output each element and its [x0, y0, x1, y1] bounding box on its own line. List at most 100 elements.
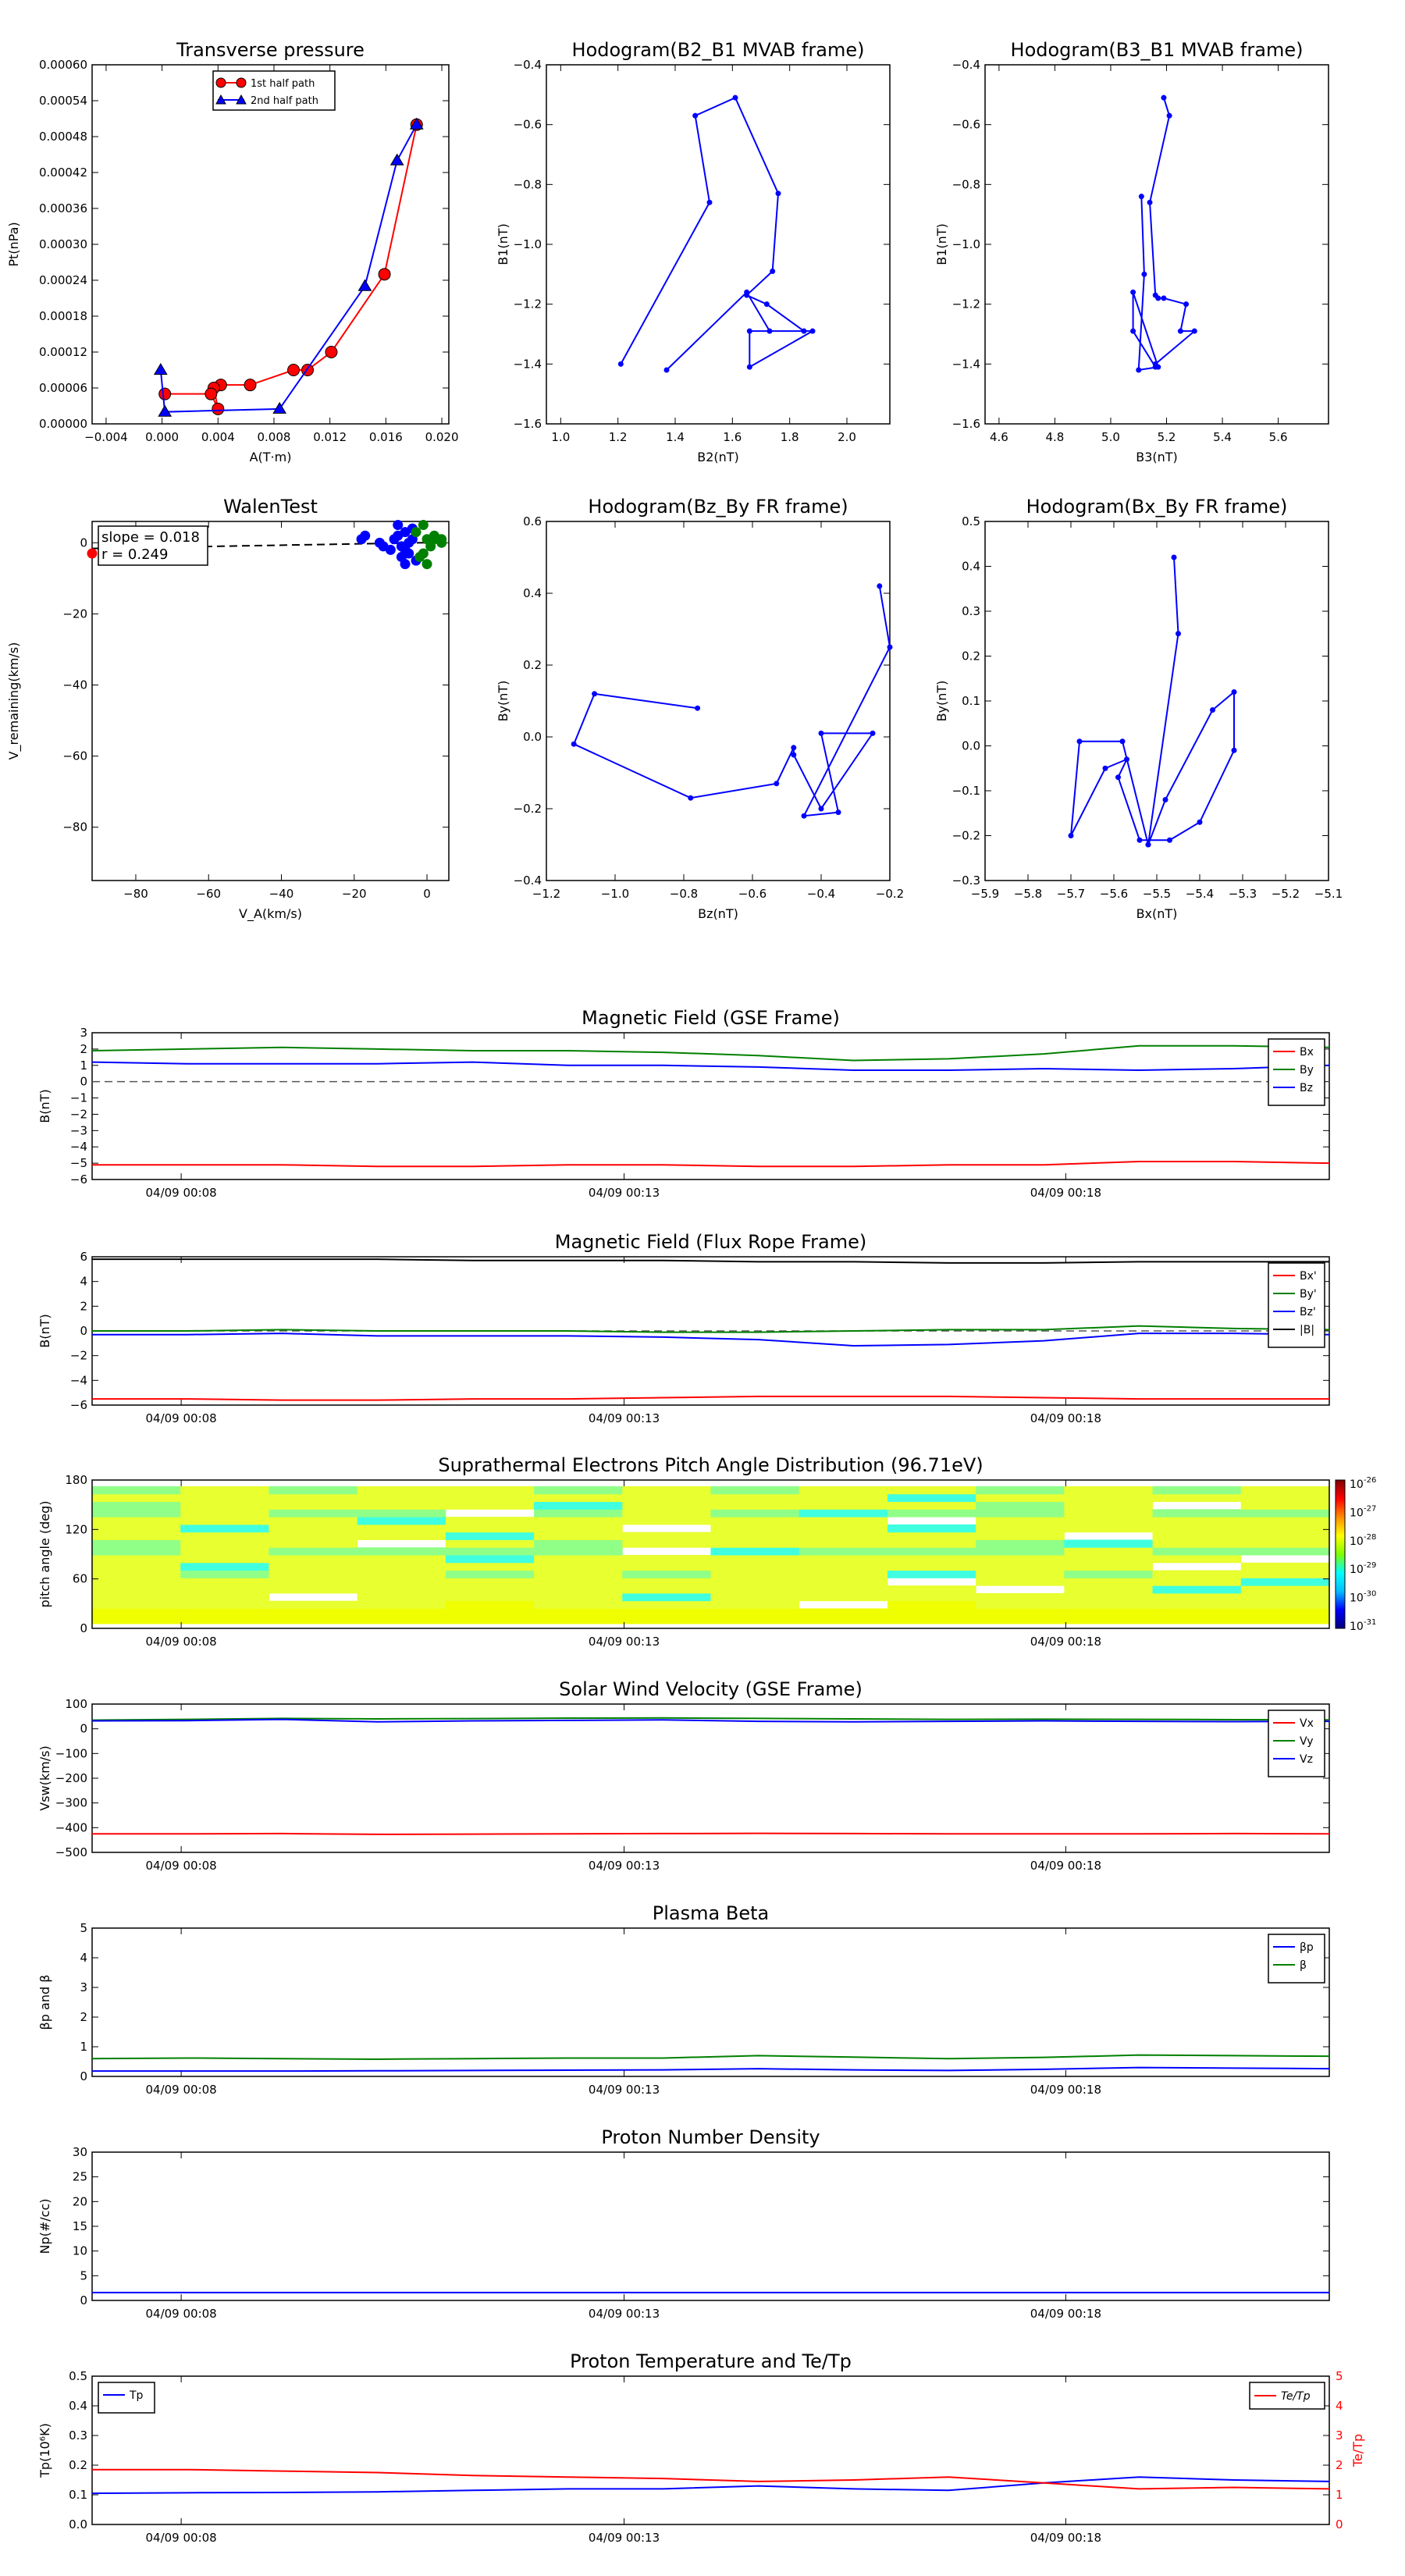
scatter-point — [87, 548, 98, 559]
heatmap-cells — [92, 1486, 1330, 1624]
heatmap-cell — [976, 1501, 1065, 1510]
colorbar-exponent: -28 — [1364, 1533, 1376, 1542]
heatmap-cell — [1240, 1578, 1330, 1586]
series-line — [1070, 557, 1235, 845]
pt-ytick-label: 0.00000 — [39, 417, 87, 431]
data-point — [325, 346, 338, 358]
data-point — [1130, 289, 1136, 295]
scatter-point — [418, 520, 429, 531]
heatmap-cell — [710, 1570, 800, 1578]
heatmap-cell — [622, 1501, 711, 1510]
h31-ytick-label: −1.4 — [952, 357, 980, 371]
heatmap-cell — [710, 1585, 800, 1594]
colorbar-exponent: -31 — [1364, 1618, 1376, 1627]
heatmap-cell — [1064, 1608, 1154, 1617]
heatmap-cell — [180, 1532, 269, 1540]
heatmap-cell — [180, 1524, 269, 1533]
heatmap-cell — [92, 1608, 181, 1617]
ts-panel-np: Proton Number Density 0 5 10 15 20 25 30 04/09 0… — [37, 2126, 1330, 2321]
panel-title: Suprathermal Electrons Pitch Angle Distr… — [438, 1454, 983, 1476]
data-point — [1102, 765, 1108, 771]
heatmap-cell — [445, 1616, 535, 1624]
legend-label: |B| — [1300, 1324, 1314, 1336]
legend-box — [1268, 1038, 1325, 1106]
heatmap-cell — [1064, 1578, 1154, 1586]
heatmap-cell — [357, 1570, 446, 1578]
data-point — [1124, 756, 1129, 763]
heatmap-cell — [1064, 1600, 1154, 1609]
ytick-label: 2 — [80, 1042, 87, 1056]
data-point — [1155, 364, 1161, 370]
heatmap-cell — [1240, 1524, 1330, 1533]
h21-xtick-label: 1.0 — [551, 430, 570, 444]
ytick-label: 1 — [80, 2040, 87, 2054]
series-line — [159, 124, 418, 413]
ts-panel-vsw: Solar Wind Velocity (GSE Frame) −500 −400 −… — [37, 1678, 1330, 1873]
time-tick-label: 04/09 00:08 — [146, 1411, 217, 1425]
heatmap-cell — [269, 1517, 358, 1525]
heatmap-cell — [1064, 1562, 1154, 1571]
heatmap-cell — [799, 1578, 888, 1586]
hxy-ytick-label: 0.2 — [962, 649, 980, 664]
h21-ytick-label: −0.8 — [514, 177, 542, 191]
y-axis-label: βp and β — [37, 1975, 52, 2030]
data-point — [801, 813, 807, 819]
y-axis-label: B(nT) — [37, 1314, 52, 1347]
data-point — [1130, 328, 1136, 334]
heatmap-cell — [1240, 1600, 1330, 1609]
y2-axis-label: Te/Tp — [1350, 2434, 1365, 2467]
heatmap-cell — [976, 1524, 1065, 1533]
heatmap-cell — [357, 1524, 446, 1533]
series-line — [91, 1061, 1330, 1072]
walen-ytick-label: −60 — [62, 749, 87, 763]
heatmap-cell — [1240, 1608, 1330, 1617]
scatter-point — [393, 520, 404, 531]
ytick-label: 2 — [80, 2010, 87, 2024]
legend-label: βp — [1300, 1941, 1314, 1954]
y-axis-label: Pt(nPa) — [6, 222, 21, 266]
heatmap-cell — [887, 1608, 976, 1617]
walen-ytick-label: 0 — [80, 535, 87, 550]
heatmap-cell — [92, 1570, 181, 1578]
ytick-label: 0 — [80, 1621, 87, 1635]
heatmap-cell — [180, 1517, 269, 1525]
hxy-ytick-label: 0.3 — [962, 604, 980, 618]
data-point — [1138, 194, 1144, 200]
panel-title: Hodogram(Bx_By FR frame) — [1026, 496, 1288, 518]
heatmap-cell — [269, 1493, 358, 1503]
heatmap-cell — [1064, 1585, 1154, 1594]
plot-frame — [984, 64, 1329, 425]
colorbar-exponent: -29 — [1364, 1561, 1376, 1570]
data-point — [158, 404, 173, 417]
heatmap-cell — [357, 1493, 446, 1503]
heatmap-cell — [1240, 1616, 1330, 1624]
heatmap-cell — [799, 1509, 888, 1517]
data-point — [732, 94, 738, 101]
data-point — [1147, 199, 1153, 205]
walen-ytick-label: −20 — [62, 607, 87, 621]
ytick-label: 0.2 — [69, 2458, 87, 2472]
heatmap-cell — [710, 1493, 800, 1503]
data-point — [244, 379, 257, 392]
y-axis-label: By(nT) — [496, 681, 510, 722]
heatmap-cell — [710, 1608, 800, 1617]
y-axis-label: B1(nT) — [934, 223, 949, 265]
plot-frame — [91, 2375, 1330, 2525]
pt-ytick-label: 0.00006 — [39, 381, 87, 395]
panel-title: Hodogram(Bz_By FR frame) — [588, 496, 848, 518]
heatmap-cell — [976, 1539, 1065, 1548]
time-tick-label: 04/09 00:18 — [1030, 1859, 1101, 1873]
walen-ytick-label: −80 — [62, 820, 87, 834]
heatmap-cell — [622, 1570, 711, 1578]
h21-xtick-label: 1.6 — [723, 430, 742, 444]
time-tick-label: 04/09 00:13 — [589, 1411, 660, 1425]
legend-label: β — [1300, 1959, 1307, 1972]
hxy-xtick-label: −5.4 — [1186, 887, 1214, 901]
ytick-label: 4 — [80, 1275, 87, 1289]
data-point — [1231, 689, 1237, 695]
heatmap-cell — [445, 1532, 535, 1540]
heatmap-cell — [622, 1517, 711, 1525]
data-point — [835, 809, 841, 816]
heatmap-cell — [534, 1517, 623, 1525]
walen-xtick-label: −40 — [269, 887, 294, 901]
